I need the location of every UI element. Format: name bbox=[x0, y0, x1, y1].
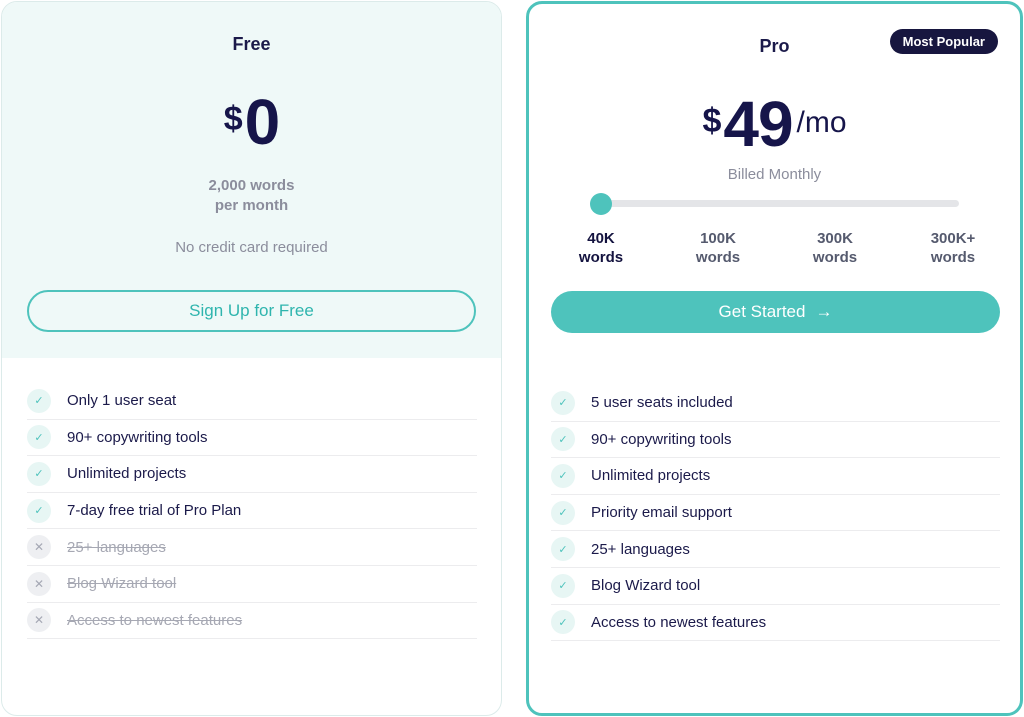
pro-feature-item: ✓ Unlimited projects bbox=[551, 458, 1000, 495]
word-tier-amount: 40K bbox=[587, 230, 615, 247]
x-icon: ✕ bbox=[27, 535, 51, 560]
free-feature-item: ✕ 25+ languages bbox=[27, 529, 477, 566]
word-tier-unit: words bbox=[578, 249, 624, 266]
check-icon: ✓ bbox=[551, 573, 575, 598]
free-price-amount: 0 bbox=[244, 86, 281, 158]
free-word-limit-line1: 2,000 words bbox=[208, 177, 295, 194]
word-tier-slider-track[interactable] bbox=[595, 200, 959, 207]
free-feature-list: ✓ Only 1 user seat ✓ 90+ copywriting tools ✓… bbox=[27, 383, 477, 640]
billing-cycle-label: Billed Monthly bbox=[727, 166, 822, 183]
pro-feature-text: 25+ languages bbox=[591, 540, 690, 558]
free-feature-text: Access to newest features bbox=[67, 611, 243, 629]
free-word-limit-line2: per month bbox=[214, 197, 289, 214]
check-icon: ✓ bbox=[551, 500, 575, 525]
free-feature-item: ✓ Unlimited projects bbox=[27, 456, 477, 493]
word-tier-option[interactable]: 300K words bbox=[795, 229, 875, 267]
check-icon: ✓ bbox=[551, 390, 575, 415]
get-started-label: Get Started bbox=[718, 302, 806, 321]
pro-feature-item: ✓ 90+ copywriting tools bbox=[551, 422, 1000, 459]
check-icon: ✓ bbox=[551, 463, 575, 488]
free-feature-item: ✓ 90+ copywriting tools bbox=[27, 420, 477, 457]
free-plan-header bbox=[2, 2, 501, 358]
pro-feature-item: ✓ 5 user seats included bbox=[551, 385, 1000, 422]
pro-feature-item: ✓ 25+ languages bbox=[551, 531, 1000, 568]
pro-feature-item: ✓ Priority email support bbox=[551, 495, 1000, 532]
check-icon: ✓ bbox=[551, 427, 575, 452]
free-feature-text: 90+ copywriting tools bbox=[67, 428, 208, 446]
free-feature-text: 7-day free trial of Pro Plan bbox=[67, 502, 242, 520]
sign-up-free-button[interactable]: Sign Up for Free bbox=[27, 290, 476, 332]
pro-feature-text: Blog Wizard tool bbox=[591, 577, 701, 595]
no-credit-card-note: No credit card required bbox=[175, 239, 328, 256]
pro-feature-text: 90+ copywriting tools bbox=[591, 430, 732, 448]
free-price-currency: $ bbox=[223, 99, 243, 138]
pro-feature-text: Access to newest features bbox=[591, 613, 767, 631]
word-tier-option[interactable]: 40K words bbox=[561, 229, 641, 267]
pro-plan-price: $ 49 /mo bbox=[529, 84, 1020, 164]
check-icon: ✓ bbox=[551, 610, 575, 635]
free-feature-text: 25+ languages bbox=[67, 538, 166, 556]
pro-price-amount: 49 bbox=[723, 88, 793, 160]
check-icon: ✓ bbox=[27, 461, 51, 486]
word-tier-amount: 100K bbox=[700, 230, 736, 247]
free-feature-item: ✓ Only 1 user seat bbox=[27, 383, 477, 420]
free-feature-text: Unlimited projects bbox=[67, 465, 187, 483]
pro-feature-item: ✓ Access to newest features bbox=[551, 605, 1000, 642]
pro-feature-text: Priority email support bbox=[591, 504, 732, 522]
check-icon: ✓ bbox=[551, 537, 575, 562]
pro-feature-text: 5 user seats included bbox=[591, 394, 733, 412]
word-tier-unit: words bbox=[930, 249, 976, 266]
pro-price-period: /mo bbox=[796, 106, 847, 139]
word-tier-option[interactable]: 100K words bbox=[678, 229, 758, 267]
free-plan-name: Free bbox=[232, 34, 271, 54]
free-word-limit: 2,000 words per month bbox=[2, 176, 501, 216]
pro-feature-list: ✓ 5 user seats included ✓ 90+ copywriting t… bbox=[551, 385, 1000, 642]
word-tier-amount: 300K bbox=[817, 230, 853, 247]
word-tier-amount: 300K+ bbox=[930, 230, 976, 247]
pro-feature-text: Unlimited projects bbox=[591, 467, 711, 485]
free-plan-card: Free $ 0 2,000 words per month No credit… bbox=[1, 1, 502, 716]
x-icon: ✕ bbox=[27, 571, 51, 596]
free-feature-item: ✕ Access to newest features bbox=[27, 603, 477, 640]
free-feature-item: ✕ Blog Wizard tool bbox=[27, 566, 477, 603]
free-plan-price: $ 0 bbox=[2, 82, 501, 162]
check-icon: ✓ bbox=[27, 388, 51, 413]
x-icon: ✕ bbox=[27, 608, 51, 633]
word-tier-slider-handle[interactable] bbox=[590, 193, 612, 215]
check-icon: ✓ bbox=[27, 498, 51, 523]
pro-plan-card: Pro Most Popular $ 49 /mo Billed Monthly… bbox=[526, 1, 1023, 716]
word-tier-unit: words bbox=[812, 249, 858, 266]
arrow-right-icon: → bbox=[815, 302, 833, 321]
free-feature-text: Blog Wizard tool bbox=[67, 575, 177, 593]
pro-plan-name: Pro bbox=[759, 36, 790, 56]
check-icon: ✓ bbox=[27, 425, 51, 450]
word-tier-unit: words bbox=[695, 249, 741, 266]
get-started-button[interactable]: Get Started → bbox=[551, 291, 1000, 333]
free-feature-item: ✓ 7-day free trial of Pro Plan bbox=[27, 493, 477, 530]
most-popular-badge: Most Popular bbox=[889, 29, 998, 54]
free-feature-text: Only 1 user seat bbox=[67, 392, 177, 410]
pro-price-currency: $ bbox=[702, 101, 722, 140]
pro-feature-item: ✓ Blog Wizard tool bbox=[551, 568, 1000, 605]
word-tier-option[interactable]: 300K+ words bbox=[913, 229, 993, 267]
